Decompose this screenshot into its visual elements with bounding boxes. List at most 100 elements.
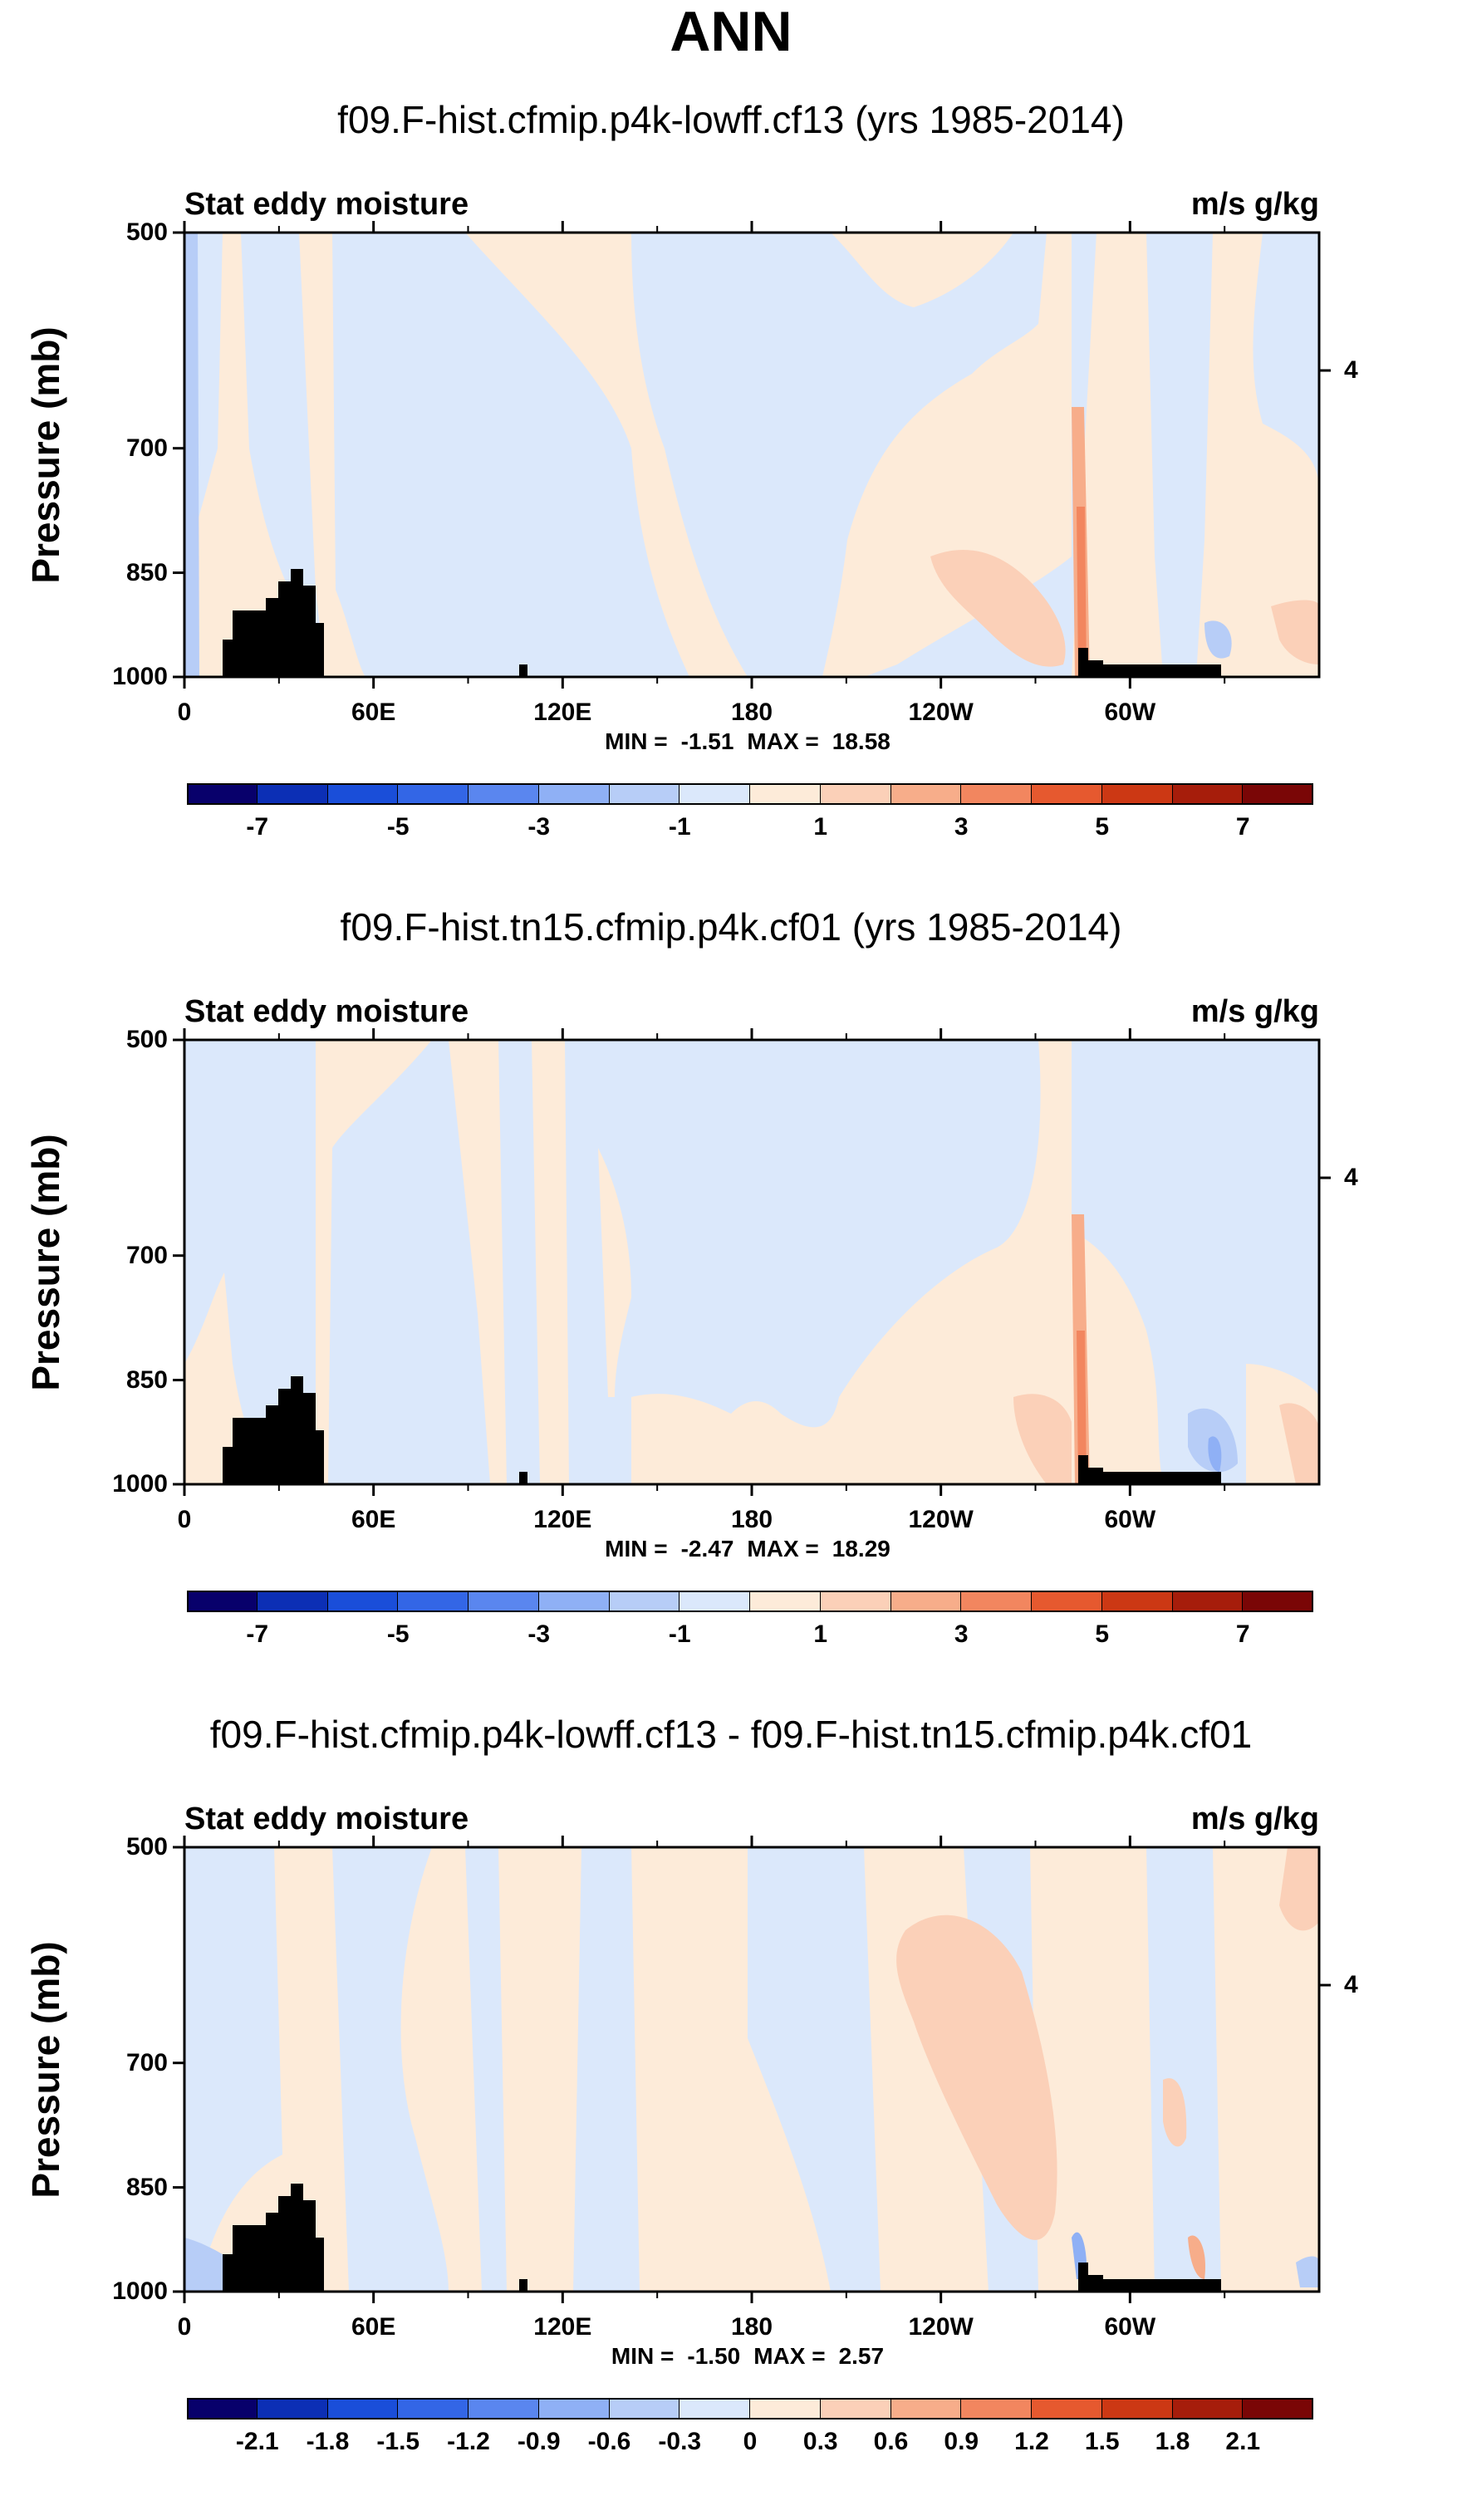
colorbar-swatch — [820, 1591, 891, 1612]
x-tick-label: 0 — [177, 1506, 192, 1533]
max-label: MAX = — [753, 2343, 826, 2369]
colorbar-swatch — [187, 1591, 258, 1612]
min-max-readout: MIN = -2.47 MAX = 18.29 — [0, 1536, 1462, 1562]
contour-region — [316, 1040, 432, 1484]
colorbar-swatch — [1101, 1591, 1173, 1612]
x-tick-label: 120W — [908, 699, 974, 726]
contour-region — [896, 1915, 1057, 2240]
y-tick-label: 700 — [125, 434, 168, 462]
max-label: MAX = — [747, 1536, 819, 1562]
colorbar — [187, 2398, 1313, 2419]
y-tick-label: 850 — [125, 2173, 168, 2201]
colorbar-swatch — [609, 2398, 680, 2419]
units-label: m/s g/kg — [1190, 1802, 1319, 1836]
contour-region — [1279, 1403, 1319, 1484]
topography-mask — [223, 2184, 324, 2292]
min-value: -2.47 — [680, 1536, 734, 1562]
colorbar-swatch — [538, 1591, 610, 1612]
colorbar-swatch — [538, 783, 610, 805]
contour-region — [1271, 600, 1319, 664]
height-tick-label: 4 — [1344, 1971, 1358, 1999]
y-axis-label: Pressure (mb) — [24, 1133, 67, 1391]
colorbar-swatch — [327, 783, 399, 805]
x-tick-label: 120W — [908, 2313, 974, 2341]
x-tick-label: 60W — [1104, 2313, 1156, 2341]
contour-region — [930, 549, 1066, 667]
contour-region — [184, 1847, 282, 2292]
x-tick-label: 120W — [908, 1506, 974, 1533]
panel-2: f09.F-hist.tn15.cfmip.p4k.cf01 (yrs 1985… — [0, 899, 1462, 1713]
contour-region — [1072, 233, 1163, 677]
panel-title: f09.F-hist.cfmip.p4k-lowff.cf13 - f09.F-… — [209, 1713, 1253, 1756]
colorbar — [187, 783, 1313, 805]
colorbar-label: 0 — [743, 2428, 758, 2455]
colorbar-swatch — [890, 783, 962, 805]
units-label: m/s g/kg — [1190, 187, 1319, 222]
colorbar-label: -1.2 — [447, 2428, 490, 2455]
x-tick-label: 0 — [177, 2313, 192, 2341]
contour-region — [1196, 233, 1319, 677]
contour-region — [1146, 1847, 1221, 2292]
colorbar-swatch — [257, 2398, 328, 2419]
contour-region — [299, 233, 366, 677]
contour-region — [184, 1272, 274, 1484]
y-tick-label: 700 — [125, 2048, 168, 2076]
min-max-readout: MIN = -1.51 MAX = 18.58 — [0, 728, 1462, 755]
contour-region — [1204, 620, 1232, 659]
x-tick-label: 180 — [730, 2313, 773, 2341]
colorbar-swatch — [327, 1591, 399, 1612]
height-tick-label: 4 — [1344, 1164, 1358, 1192]
variable-label: Stat eddy moisture — [184, 994, 469, 1029]
contour-region — [449, 1040, 507, 1484]
topography-mask — [519, 664, 527, 677]
colorbar-label: 1 — [813, 1620, 828, 1648]
colorbar-label: -3 — [527, 1620, 551, 1648]
contour-region — [184, 233, 357, 677]
colorbar-swatch — [1032, 783, 1102, 805]
colorbar — [187, 1591, 1313, 1612]
contour-plot — [173, 221, 1331, 689]
contour-region — [1279, 1847, 1319, 1931]
colorbar-swatch — [820, 2398, 891, 2419]
colorbar-label: 3 — [954, 1620, 969, 1648]
x-tick-label: 60E — [351, 699, 396, 726]
contour-plot — [173, 1028, 1331, 1496]
max-value: 18.29 — [832, 1536, 890, 1562]
min-max-readout: MIN = -1.50 MAX = 2.57 — [0, 2343, 1462, 2370]
colorbar-label: -7 — [246, 813, 269, 841]
colorbar-label: -5 — [386, 813, 410, 841]
colorbar-swatch — [398, 1591, 469, 1612]
contour-region — [1296, 2256, 1319, 2287]
colorbar-swatch — [187, 2398, 258, 2419]
colorbar-swatch — [750, 1591, 821, 1612]
colorbar-label: -0.3 — [658, 2428, 702, 2455]
contour-region — [184, 233, 199, 677]
colorbar-swatch — [609, 783, 680, 805]
panel-1: f09.F-hist.cfmip.p4k-lowff.cf13 (yrs 198… — [0, 91, 1462, 905]
colorbar-label: -5 — [386, 1620, 410, 1648]
colorbar-swatch — [1243, 1591, 1313, 1612]
colorbar-label: -3 — [527, 813, 551, 841]
contour-region — [1013, 1394, 1072, 1484]
colorbar-swatch — [538, 2398, 610, 2419]
colorbar-swatch — [609, 1591, 680, 1612]
contour-plot — [173, 1836, 1331, 2303]
x-tick-label: 180 — [730, 699, 773, 726]
y-tick-label: 850 — [125, 558, 168, 586]
y-tick-label: 850 — [125, 1365, 168, 1394]
colorbar-label: -0.6 — [587, 2428, 631, 2455]
panel-title: f09.F-hist.tn15.cfmip.p4k.cf01 (yrs 1985… — [340, 905, 1122, 949]
colorbar-swatch — [1172, 783, 1244, 805]
colorbar-swatch — [1101, 2398, 1173, 2419]
topography-mask — [1078, 2263, 1221, 2292]
colorbar-swatch — [890, 2398, 962, 2419]
x-tick-label: 60W — [1104, 1506, 1156, 1533]
x-tick-label: 60W — [1104, 699, 1156, 726]
y-axis-label: Pressure (mb) — [24, 326, 67, 584]
colorbar-label: 1.8 — [1155, 2428, 1190, 2455]
colorbar-swatch — [961, 2398, 1032, 2419]
contour-region — [573, 1847, 640, 2292]
colorbar-frame — [187, 783, 1313, 805]
colorbar-label: 1 — [813, 813, 828, 841]
topography-mask — [1078, 1455, 1221, 1484]
